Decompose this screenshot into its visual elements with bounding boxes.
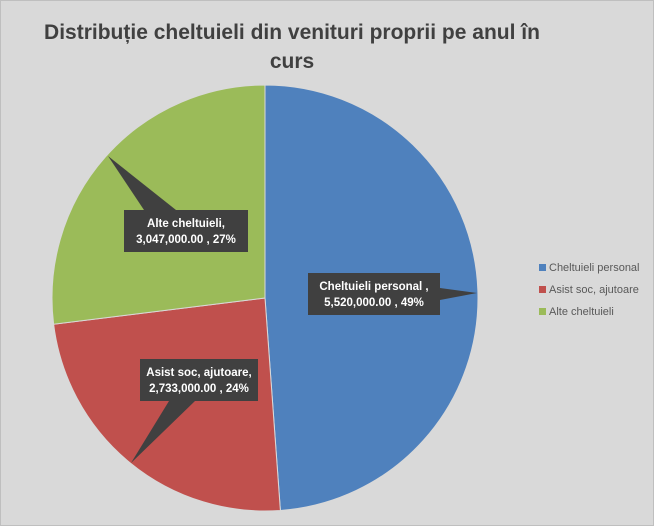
- callout-box-asist-soc-ajutoare: [140, 359, 258, 401]
- callout-box-alte-cheltuieli: [124, 210, 248, 252]
- legend-swatch-alte-cheltuieli: [539, 308, 546, 315]
- callout-box-cheltuieli-personal: [308, 273, 440, 315]
- data-label-asist-soc-ajutoare-line-1: Asist soc, ajutoare,: [146, 367, 251, 379]
- data-label-callouts: Cheltuieli personal , 5,520,000.00 , 49% A…: [108, 156, 477, 463]
- legend-swatch-asist-soc-ajutoare: [539, 286, 546, 293]
- callout-pointer-cheltuieli-personal: [440, 288, 477, 300]
- chart-title-line-1: Distribuție cheltuieli din venituri prop…: [44, 21, 540, 44]
- data-label-alte-cheltuieli-line-2: 3,047,000.00 , 27%: [136, 234, 236, 246]
- chart-title-line-2: curs: [270, 50, 314, 73]
- data-label-asist-soc-ajutoare-line-2: 2,733,000.00 , 24%: [149, 383, 249, 395]
- legend-swatch-cheltuieli-personal: [539, 264, 546, 271]
- data-label-cheltuieli-personal-line-2: 5,520,000.00 , 49%: [324, 297, 424, 309]
- data-label-alte-cheltuieli-line-1: Alte cheltuieli,: [147, 218, 225, 230]
- callout-pointer-alte-cheltuieli: [108, 156, 176, 210]
- legend-label-asist-soc-ajutoare: Asist soc, ajutoare: [549, 284, 639, 296]
- legend-label-alte-cheltuieli: Alte cheltuieli: [549, 306, 614, 318]
- legend: Cheltuieli personal Asist soc, ajutoare Al…: [539, 262, 640, 318]
- callout-pointer-asist-soc-ajutoare: [131, 401, 195, 463]
- legend-label-cheltuieli-personal: Cheltuieli personal: [549, 262, 640, 274]
- data-label-cheltuieli-personal-line-1: Cheltuieli personal ,: [319, 281, 428, 293]
